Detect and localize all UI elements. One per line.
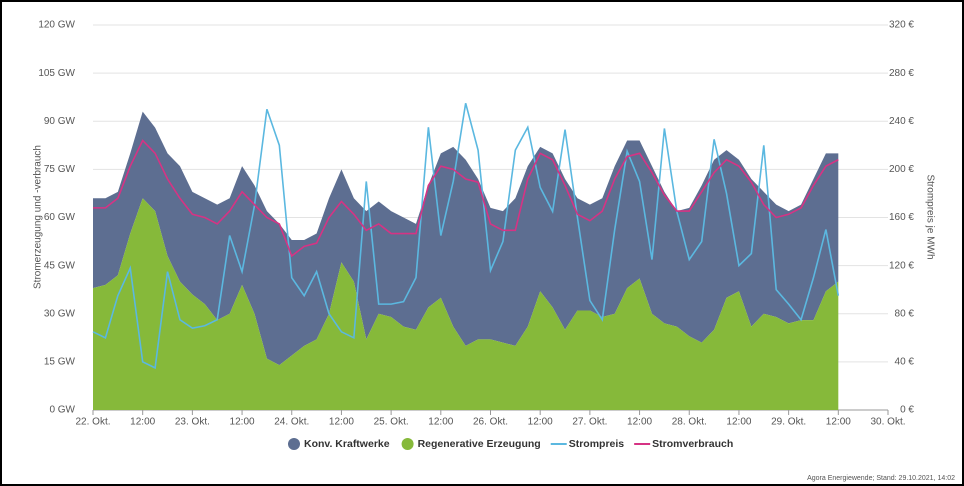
x-tick-label: 12:00 xyxy=(329,417,354,428)
x-tick-label: 12:00 xyxy=(428,417,453,428)
legend: Konv. Kraftwerke Regenerative Erzeugung St… xyxy=(288,438,733,450)
y2-tick-label: 320 € xyxy=(889,20,914,31)
line xyxy=(92,102,840,370)
y-axis-title: Stromerzeugung und -verbrauch xyxy=(33,145,44,289)
y-tick-label: 90 GW xyxy=(44,116,76,127)
footer: Agora Energiewende; Stand: 29.10.2021, 1… xyxy=(807,475,955,482)
area xyxy=(93,111,839,366)
legend-label: Stromverbrauch xyxy=(652,438,733,450)
y2-tick-label: 80 € xyxy=(895,308,915,319)
y-tick-label: 105 GW xyxy=(38,68,75,79)
x-tick-label: 12:00 xyxy=(726,417,751,428)
x-tick-label: 29. Okt. xyxy=(771,417,806,428)
x-tick-label: 25. Okt. xyxy=(374,417,409,428)
legend-marker xyxy=(401,438,414,450)
legend-label: Strompreis xyxy=(569,438,625,450)
x-tick-label: 12:00 xyxy=(230,417,255,428)
area xyxy=(93,198,839,410)
y2-tick-label: 40 € xyxy=(895,357,915,368)
y2-axis-title: Strompreis je MWh xyxy=(924,174,935,259)
legend-label: Konv. Kraftwerke xyxy=(304,438,390,450)
y-tick-label: 15 GW xyxy=(44,357,76,368)
x-tick-label: 28. Okt. xyxy=(672,417,707,428)
y-tick-label: 0 GW xyxy=(49,405,75,416)
x-tick-label: 23. Okt. xyxy=(175,417,210,428)
y-tick-label: 120 GW xyxy=(38,20,75,31)
y2-tick-label: 160 € xyxy=(889,212,914,223)
y-tick-label: 75 GW xyxy=(44,164,76,175)
x-tick-label: 12:00 xyxy=(130,417,155,428)
y2-tick-label: 200 € xyxy=(889,164,914,175)
x-tick-label: 24. Okt. xyxy=(274,417,309,428)
y2-tick-label: 240 € xyxy=(889,116,914,127)
y2-tick-label: 120 € xyxy=(889,260,914,271)
x-tick-label: 12:00 xyxy=(528,417,553,428)
legend-label: Regenerative Erzeugung xyxy=(418,438,541,450)
y-tick-label: 30 GW xyxy=(44,308,76,319)
x-tick-label: 27. Okt. xyxy=(572,417,607,428)
x-tick-label: 12:00 xyxy=(826,417,851,428)
legend-marker xyxy=(288,438,300,450)
y2-tick-label: 0 € xyxy=(900,405,914,416)
y2-tick-label: 280 € xyxy=(889,68,914,79)
line xyxy=(93,139,839,258)
x-tick-label: 12:00 xyxy=(627,417,652,428)
x-tick-label: 22. Okt. xyxy=(75,417,110,428)
x-tick-label: 26. Okt. xyxy=(473,417,508,428)
x-tick-label: 30. Okt. xyxy=(870,417,905,428)
y-tick-label: 45 GW xyxy=(44,260,76,271)
y-tick-label: 60 GW xyxy=(44,212,76,223)
